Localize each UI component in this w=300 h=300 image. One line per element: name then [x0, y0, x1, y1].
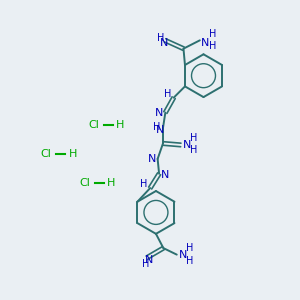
Text: H: H — [140, 179, 147, 190]
Text: H: H — [116, 120, 124, 130]
Text: N: N — [148, 154, 156, 164]
Text: H: H — [185, 243, 193, 253]
Text: N: N — [183, 140, 191, 150]
Text: N: N — [160, 38, 168, 48]
Text: N: N — [156, 125, 164, 135]
Text: Cl: Cl — [40, 148, 51, 159]
Text: H: H — [157, 33, 165, 43]
Text: N: N — [201, 38, 209, 48]
Text: H: H — [142, 259, 149, 269]
Text: N: N — [161, 170, 169, 180]
Text: H: H — [190, 145, 197, 155]
Text: H: H — [208, 41, 216, 51]
Text: N: N — [145, 255, 153, 265]
Text: H: H — [208, 29, 216, 39]
Text: Cl: Cl — [88, 120, 99, 130]
Text: H: H — [153, 122, 160, 132]
Text: H: H — [164, 89, 171, 99]
Text: H: H — [190, 134, 197, 143]
Text: H: H — [107, 178, 116, 188]
Text: Cl: Cl — [79, 178, 90, 188]
Text: H: H — [185, 256, 193, 266]
Text: N: N — [155, 108, 164, 118]
Text: H: H — [68, 148, 77, 159]
Text: N: N — [178, 250, 187, 260]
